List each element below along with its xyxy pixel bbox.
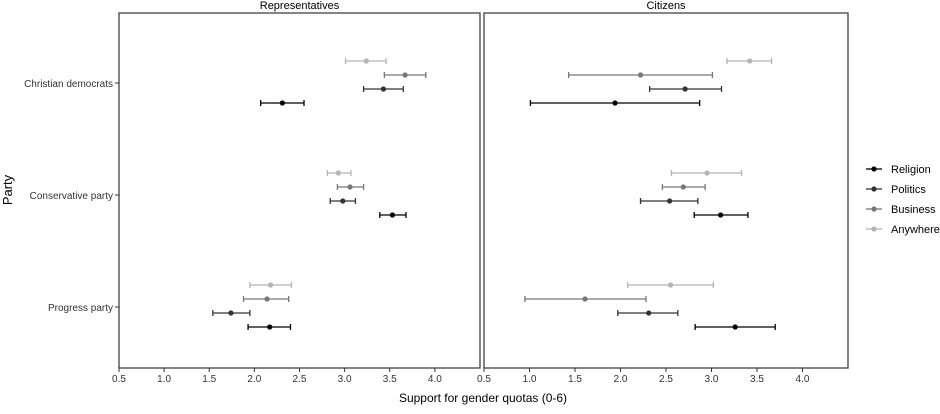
legend-key-point [871,166,877,172]
point [732,324,738,330]
data-point-politics [617,310,679,316]
legend-label: Politics [891,184,926,196]
point [389,212,396,218]
legend-label: Anywhere [891,224,940,236]
point [363,58,369,64]
point [667,198,673,204]
point [267,324,273,330]
data-point-politics [362,86,404,92]
legend-label: Religion [891,164,931,176]
data-point-religion [260,100,305,106]
legend-key-point [871,186,877,192]
data-point-anywhere [726,58,773,64]
data-point-anywhere [670,170,743,176]
data-point-business [524,296,647,302]
data-point-politics [648,86,723,92]
point [347,184,353,190]
point [264,296,270,302]
legend-item-religion: Religion [866,164,931,176]
point [747,58,753,64]
legend-key-point [871,226,877,232]
y-tick-label: Christian democrats [24,79,113,90]
point [335,170,341,176]
panel-title: Representatives [260,0,340,12]
x-tick-label: 1.0 [523,374,537,385]
data-point-anywhere [326,170,352,176]
panel-citizens: Citizens 0.5 1.0 1.5 2.0 2.5 3.0 3.5 4.0 [477,0,849,385]
x-tick-label: 3.0 [705,374,719,385]
data-point-politics [639,198,699,204]
legend-item-business: Business [866,204,936,216]
data-point-religion [247,324,292,330]
x-tick-label: 4.0 [796,374,810,385]
y-tick-label: Progress party [48,303,113,314]
data-point-religion [379,212,407,218]
panel-title: Citizens [646,0,686,12]
point [402,72,408,78]
point [268,282,274,288]
x-tick-label: 0.5 [112,374,126,385]
data-point-anywhere [627,282,714,288]
x-tick-label: 4.0 [428,374,442,385]
point [380,86,387,92]
x-tick-label: 1.5 [568,374,582,385]
data-point-religion [694,324,776,330]
point [279,100,285,106]
x-tick-label: 2.0 [614,374,628,385]
point [667,282,674,288]
point [228,310,234,316]
point [340,198,346,204]
legend: Religion Politics Business Anywhere [866,164,940,236]
x-axis-label: Support for gender quotas (0-6) [399,391,567,405]
data-point-business [242,296,290,302]
point [718,212,724,218]
data-point-politics [212,310,251,316]
legend-item-politics: Politics [866,184,926,196]
x-tick-label: 1.5 [202,374,216,385]
point [682,86,688,92]
x-tick-label: 1.0 [157,374,171,385]
point [582,296,588,302]
legend-item-anywhere: Anywhere [866,224,940,236]
y-axis-label: Party [0,174,15,205]
legend-key-point [871,206,877,212]
x-tick-label: 3.5 [383,374,397,385]
data-point-business [567,72,714,78]
x-tick-label: 0.5 [477,374,491,385]
point [612,100,618,106]
data-point-business [383,72,427,78]
legend-label: Business [891,204,936,216]
data-point-religion [693,212,749,218]
x-tick-label: 3.0 [338,374,352,385]
panel-frame [118,12,481,369]
panel-frame [483,12,849,369]
data-point-business [336,184,365,190]
panel-representatives: Representatives 0.5 1.0 1.5 2.0 2.5 3.0 3.5 4.0 C… [24,0,481,385]
point [704,170,710,176]
x-tick-label: 2.0 [247,374,261,385]
x-tick-label: 2.5 [659,374,673,385]
point [646,310,652,316]
data-point-anywhere [249,282,293,288]
point [637,72,644,78]
x-tick-label: 3.5 [750,374,764,385]
data-point-religion [529,100,701,106]
data-point-politics [329,198,357,204]
point [680,184,686,190]
y-tick-label: Conservative party [30,191,113,202]
x-tick-label: 2.5 [293,374,307,385]
data-point-anywhere [344,58,387,64]
data-point-business [661,184,706,190]
